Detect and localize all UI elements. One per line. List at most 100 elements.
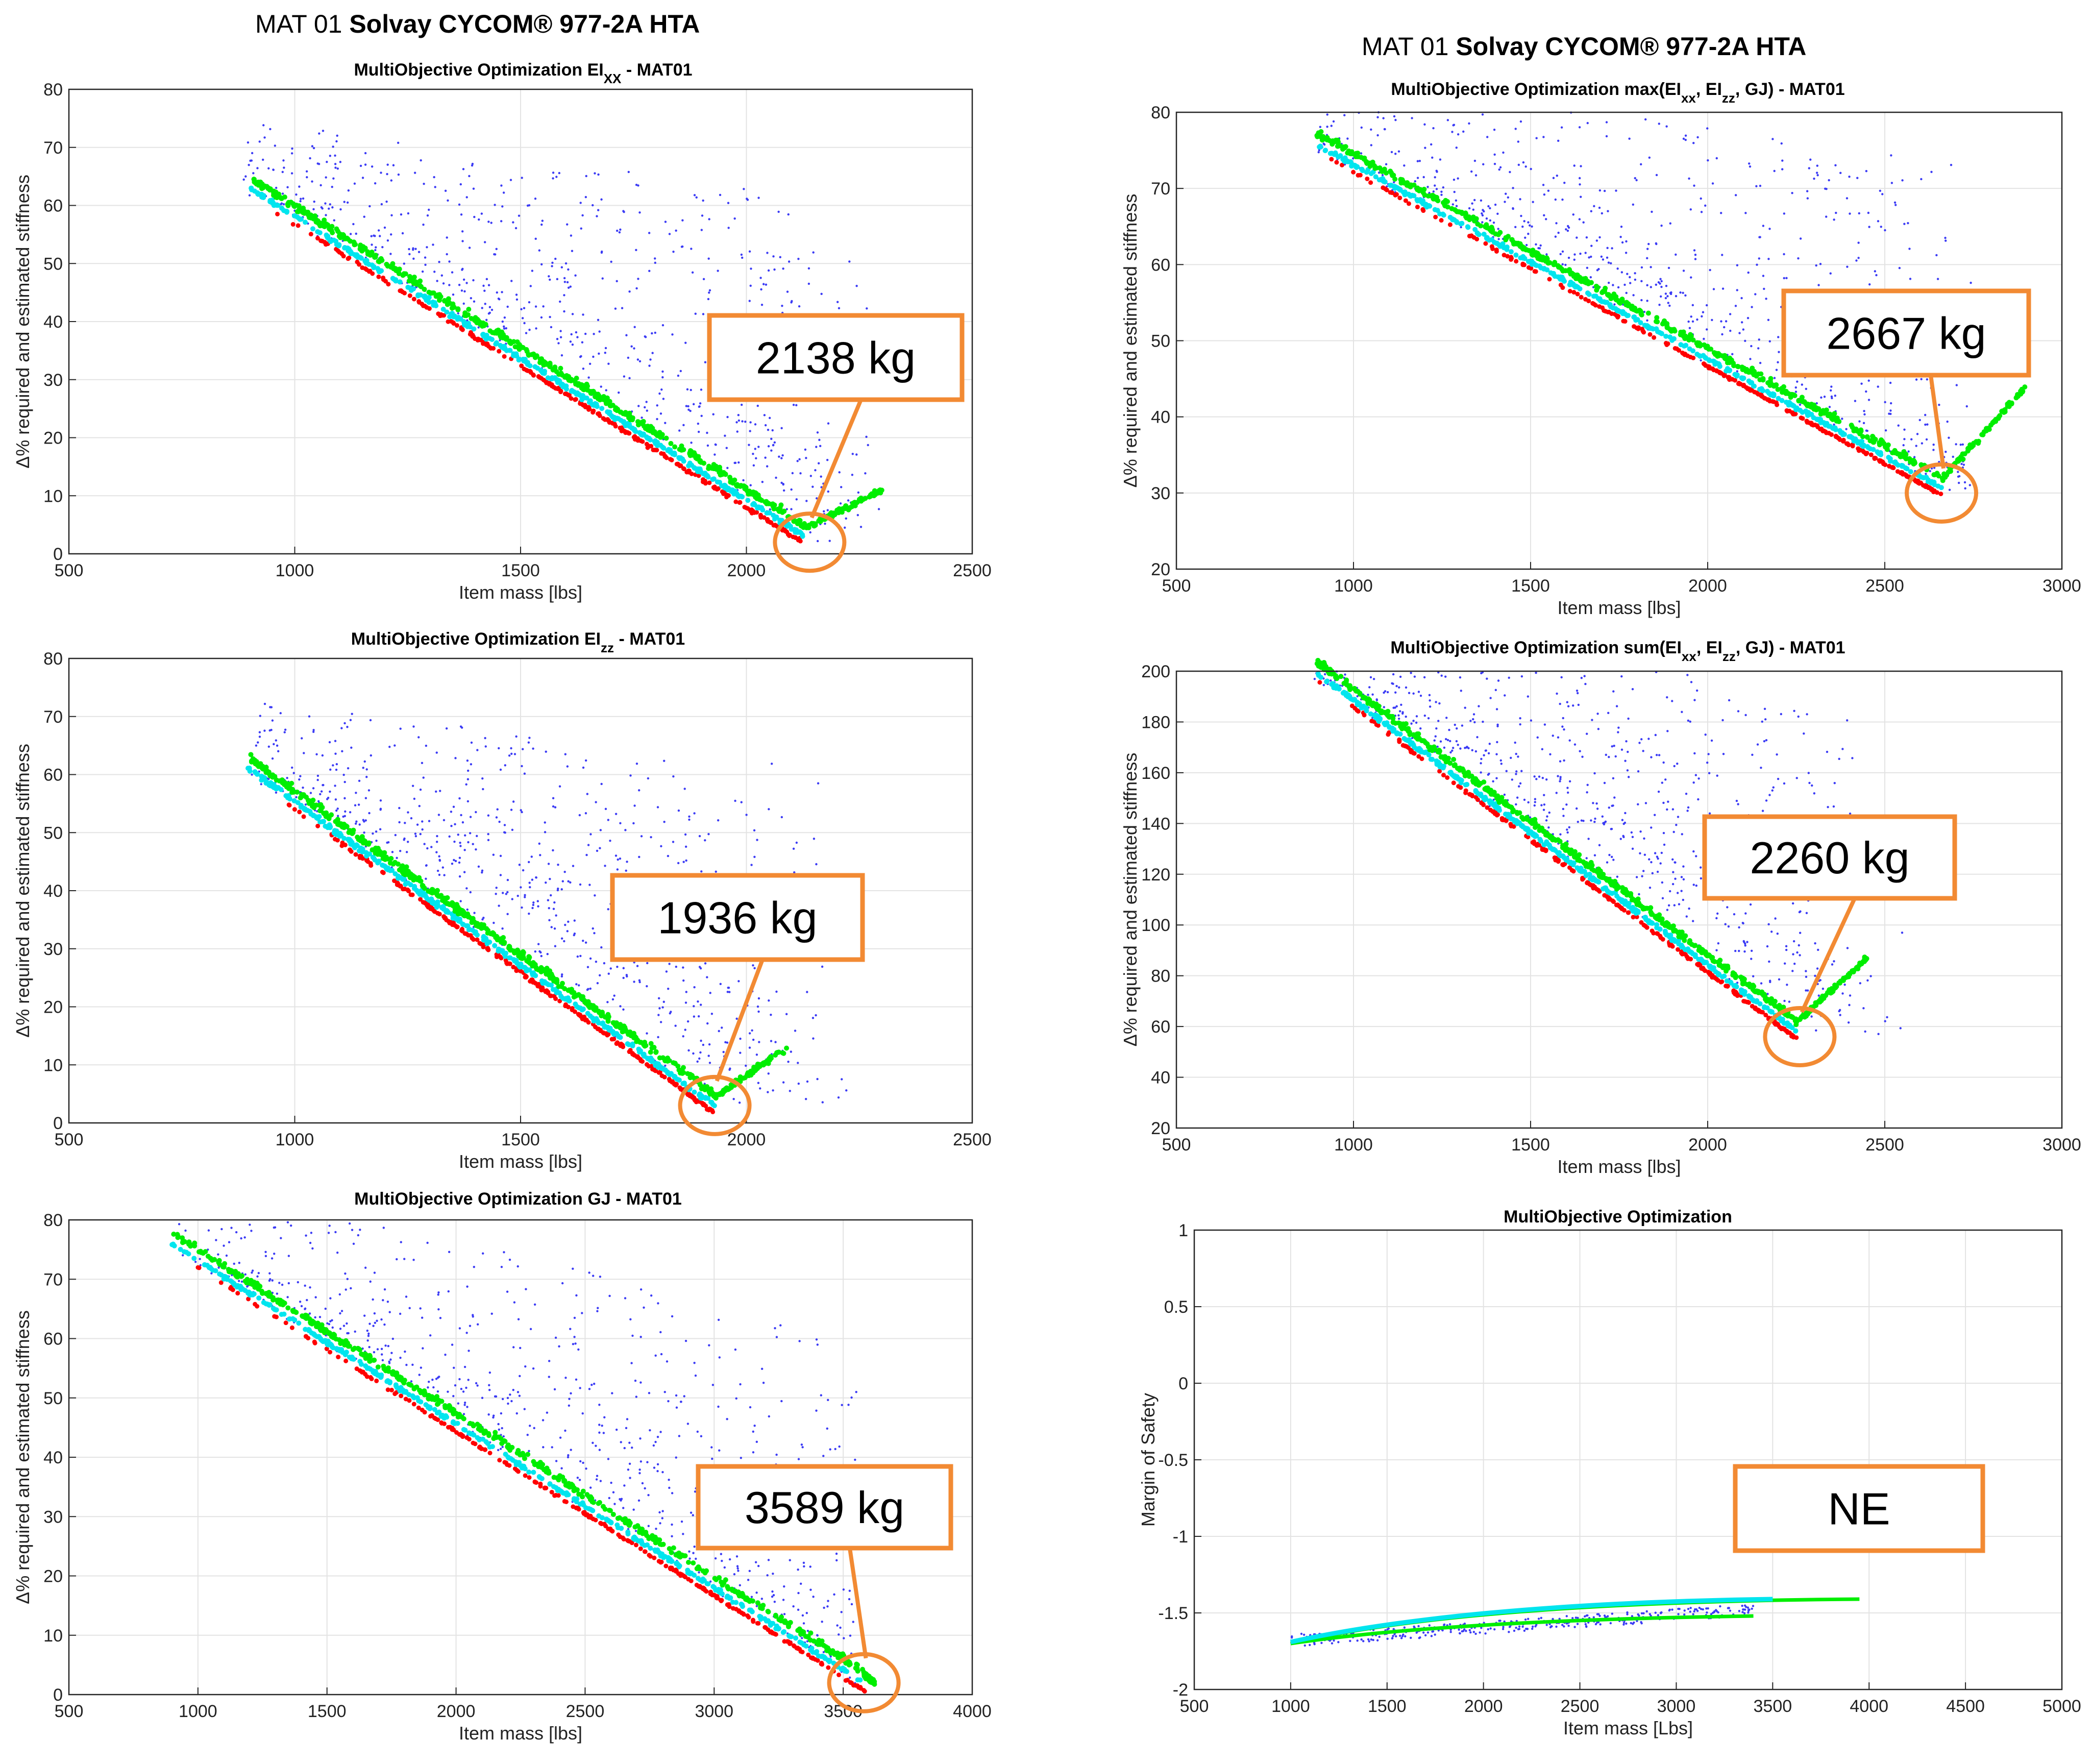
sample-point <box>1961 443 1964 446</box>
sample-point <box>349 719 352 721</box>
sample-point <box>1487 205 1490 208</box>
sample-point <box>756 1005 759 1008</box>
sample-point <box>1360 152 1363 155</box>
pareto-cyan-point <box>1492 239 1497 245</box>
sample-point <box>498 747 500 750</box>
sample-point <box>693 1005 695 1008</box>
pareto-green-point <box>1509 237 1515 242</box>
sample-point <box>470 297 473 300</box>
sample-point <box>595 801 597 803</box>
suptitle-right-prefix: MAT 01 <box>1362 32 1456 61</box>
sample-point <box>1778 351 1780 353</box>
pareto-green-point <box>1898 454 1903 459</box>
pareto-cyan-point <box>461 319 466 325</box>
sample-point <box>1948 436 1950 439</box>
sample-point <box>1565 228 1567 231</box>
sample-point <box>385 200 388 203</box>
sample-point <box>693 1015 696 1018</box>
sample-point <box>1616 267 1619 270</box>
chart-title: MultiObjective Optimization EIzz - MAT01 <box>351 629 685 655</box>
sample-point <box>635 287 638 290</box>
sample-point <box>815 446 818 448</box>
sample-point <box>614 854 618 857</box>
pareto-red-point <box>459 926 464 932</box>
sample-point <box>1646 284 1648 287</box>
sample-point <box>1797 257 1800 260</box>
sample-point <box>593 932 596 935</box>
sample-point <box>1524 236 1527 239</box>
sample-point <box>616 229 619 232</box>
sample-point <box>1578 126 1581 129</box>
sample-point <box>1519 198 1521 201</box>
sample-point <box>595 961 598 963</box>
sample-point <box>481 777 484 780</box>
sample-point <box>381 246 384 249</box>
sample-point <box>1497 238 1500 240</box>
sample-point <box>1955 443 1957 446</box>
sample-point <box>710 1013 713 1015</box>
sample-point <box>581 214 584 217</box>
sample-point <box>816 431 819 434</box>
pareto-green-point <box>1441 200 1446 205</box>
sample-point <box>332 177 335 180</box>
sample-point <box>649 358 652 361</box>
sample-point <box>762 283 765 285</box>
sample-point <box>772 255 775 258</box>
pareto-cyan-point <box>481 333 486 339</box>
sample-point <box>505 893 508 895</box>
sample-point <box>633 326 636 328</box>
sample-point <box>604 865 606 867</box>
pareto-red-point <box>668 457 673 462</box>
pareto-red-point <box>758 513 763 519</box>
sample-point <box>441 866 445 869</box>
sample-point <box>354 822 357 825</box>
sample-point <box>748 1046 751 1049</box>
sample-point <box>532 901 535 904</box>
sample-point <box>1489 207 1491 210</box>
sample-point <box>582 313 584 316</box>
sample-point <box>346 201 349 204</box>
pareto-green-point <box>640 421 646 427</box>
sample-point <box>734 799 736 802</box>
sample-point <box>637 789 641 792</box>
pareto-green-point <box>1912 459 1917 464</box>
pareto-green-point <box>2020 388 2026 394</box>
sample-point <box>1319 126 1322 128</box>
sample-point <box>363 215 365 218</box>
pareto-green-point <box>413 279 419 285</box>
sample-point <box>419 832 422 836</box>
sample-point <box>728 1068 731 1071</box>
sample-point <box>1689 208 1692 211</box>
sample-point <box>686 1020 690 1023</box>
sample-point <box>1607 261 1610 264</box>
sample-point <box>1360 126 1363 129</box>
sample-point <box>269 706 272 708</box>
pareto-red-point <box>1931 489 1936 495</box>
sample-point <box>534 237 537 240</box>
sample-point <box>740 253 743 256</box>
sample-point <box>1765 298 1767 300</box>
sample-point <box>700 229 703 231</box>
pareto-green-point <box>451 304 457 310</box>
sample-point <box>1965 405 1968 408</box>
sample-point <box>1759 184 1762 187</box>
pareto-green-point <box>593 391 598 397</box>
pareto-green-point <box>417 278 423 284</box>
sample-point <box>606 1001 609 1003</box>
sample-point <box>877 508 880 510</box>
sample-point <box>335 140 338 143</box>
sample-point <box>1682 137 1685 140</box>
sample-point <box>1625 240 1628 243</box>
pareto-green-point <box>1980 432 1986 437</box>
pareto-green-point <box>379 258 385 263</box>
sample-point <box>460 289 463 292</box>
pareto-green-point <box>322 217 327 223</box>
pareto-green-point <box>1586 281 1591 286</box>
pareto-cyan-point <box>423 295 428 300</box>
pareto-green-point <box>417 283 423 288</box>
sample-point <box>448 260 451 263</box>
sample-point <box>1889 381 1892 384</box>
sample-point <box>286 186 289 189</box>
pareto-green-point <box>365 251 371 257</box>
pareto-green-point <box>777 508 782 513</box>
